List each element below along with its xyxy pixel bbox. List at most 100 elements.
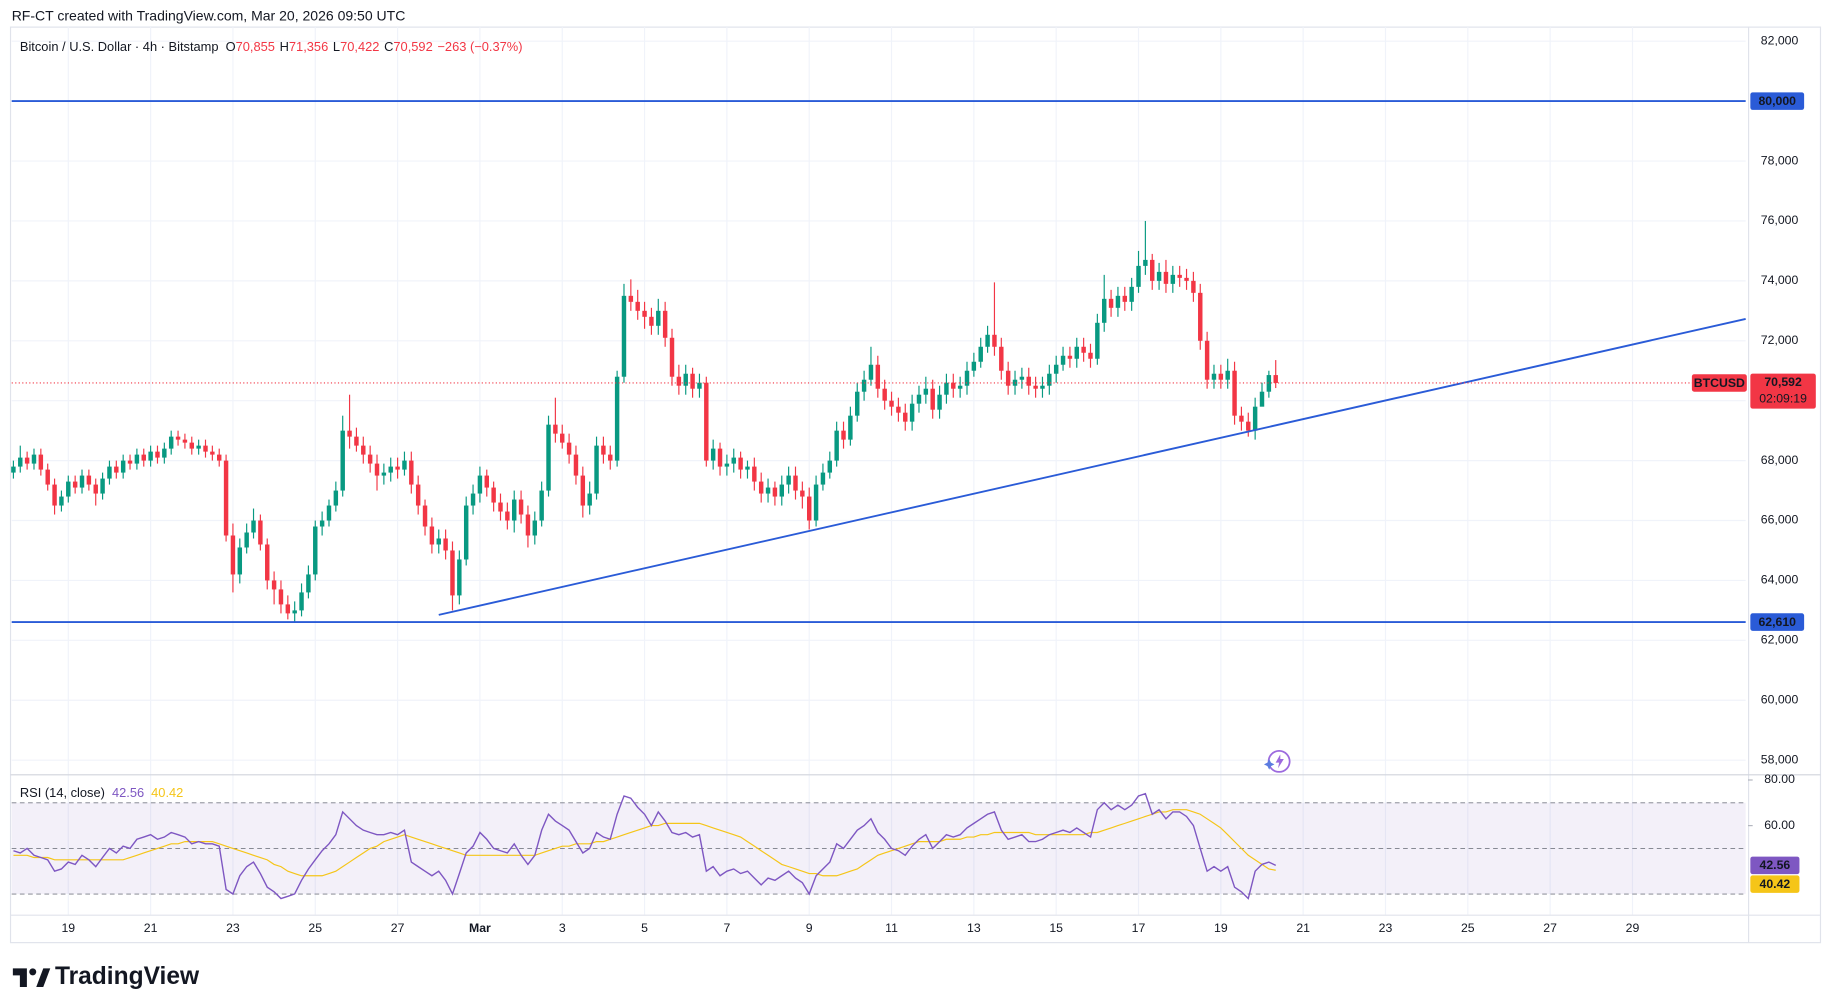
candle-body xyxy=(155,451,160,458)
candle-body xyxy=(800,490,805,497)
horizontal-line-label: 62,610 xyxy=(1758,615,1796,629)
candle-body xyxy=(1204,340,1210,380)
candle-body xyxy=(951,382,956,389)
candle-body xyxy=(196,445,201,449)
frame xyxy=(9,26,1822,944)
candle-body xyxy=(1259,391,1265,407)
candle-body xyxy=(470,493,476,506)
horizontal-line-label: 80,000 xyxy=(1758,94,1796,108)
candle-body xyxy=(340,430,345,491)
candle-body xyxy=(745,466,750,470)
candle-body xyxy=(1136,265,1141,287)
x-tick-label: 25 xyxy=(1461,921,1475,935)
candle-body xyxy=(1019,376,1025,380)
candle-body xyxy=(450,550,455,596)
candle-body xyxy=(903,412,908,422)
candle-body xyxy=(546,424,551,491)
candle-body xyxy=(566,442,572,455)
candle-body xyxy=(388,466,393,473)
candle-body xyxy=(676,376,682,386)
candle-body xyxy=(333,490,339,506)
legend-value: 71,356 xyxy=(289,40,328,55)
candle-body xyxy=(724,463,730,467)
last-value-label-box xyxy=(1750,856,1800,875)
x-tick-label: 23 xyxy=(226,921,240,935)
candle-body xyxy=(642,310,647,317)
candle-body xyxy=(59,496,64,506)
y-tick-label: 78,000 xyxy=(1761,153,1799,167)
x-tick-label: 19 xyxy=(1214,921,1228,935)
candle-body xyxy=(889,400,894,407)
candle-body xyxy=(1122,295,1128,302)
candle-body xyxy=(1047,373,1052,386)
candle-body xyxy=(511,499,517,521)
candle-body xyxy=(834,430,839,461)
candle-body xyxy=(964,370,970,386)
legend-value: 70,592 xyxy=(393,40,432,55)
x-tick-label: 19 xyxy=(61,921,75,935)
x-tick-label: 29 xyxy=(1626,921,1640,935)
candle-body xyxy=(1218,373,1224,380)
candle-body xyxy=(292,610,297,614)
candle-body xyxy=(999,346,1004,371)
candle-body xyxy=(1156,271,1162,281)
candle-body xyxy=(66,481,71,497)
legend-value: 70,422 xyxy=(340,40,379,55)
candle-body xyxy=(395,466,400,470)
x-tick-label: 17 xyxy=(1132,921,1146,935)
candle-body xyxy=(1225,370,1230,380)
candle-body xyxy=(608,454,613,461)
logo: TradingView xyxy=(12,963,200,990)
candle-body xyxy=(210,451,215,455)
rsi-ma-value: 40.42 xyxy=(151,786,183,801)
candle-body xyxy=(285,604,291,614)
candle-body xyxy=(1088,352,1093,359)
candle-body xyxy=(916,394,922,404)
candle-body xyxy=(937,394,942,410)
candle-body xyxy=(422,505,428,527)
candle-body xyxy=(635,301,640,311)
candle-body xyxy=(1266,375,1272,392)
candle-body xyxy=(162,448,167,458)
candle-body xyxy=(1239,415,1244,422)
candle-body xyxy=(930,388,935,410)
candle-body xyxy=(669,337,675,377)
candle-body xyxy=(319,520,325,527)
y-tick-label: 68,000 xyxy=(1761,453,1799,467)
candle-body xyxy=(409,460,414,485)
candle-body xyxy=(436,538,441,545)
candle-body xyxy=(1184,277,1189,281)
candle-body xyxy=(24,457,30,464)
symbol-label: BTCUSD xyxy=(1694,376,1745,390)
candle-body xyxy=(731,457,736,464)
y-tick-label: 76,000 xyxy=(1761,213,1799,227)
candle-body xyxy=(251,520,256,533)
candle-body xyxy=(457,559,462,596)
candle-body xyxy=(86,475,92,485)
series-line xyxy=(13,792,1277,900)
candle-body xyxy=(957,385,963,389)
candle-body xyxy=(820,472,826,485)
candle-body xyxy=(772,487,778,497)
candle-body xyxy=(477,475,483,494)
last-price-label: 70,592 xyxy=(1764,375,1802,389)
candle-body xyxy=(704,382,709,461)
candle-body xyxy=(484,475,489,488)
candle-body xyxy=(614,376,620,461)
y-tick-label: 60,000 xyxy=(1761,693,1799,707)
rsi-value: 42.56 xyxy=(112,786,144,801)
legend-label: C xyxy=(384,40,393,55)
candle-body xyxy=(265,544,270,581)
candle-body xyxy=(525,514,531,536)
candle-body xyxy=(1101,298,1107,323)
candle-body xyxy=(463,505,469,560)
candle-body xyxy=(697,382,702,389)
rsi-legend: RSI (14, close) 42.56 40.42 xyxy=(20,786,183,801)
candle-body xyxy=(587,493,592,506)
last-value-label-box xyxy=(1750,875,1800,893)
candle-body xyxy=(505,511,510,521)
candle-body xyxy=(841,430,846,440)
candle-body xyxy=(1246,421,1251,431)
y-tick-label: 72,000 xyxy=(1761,333,1799,347)
